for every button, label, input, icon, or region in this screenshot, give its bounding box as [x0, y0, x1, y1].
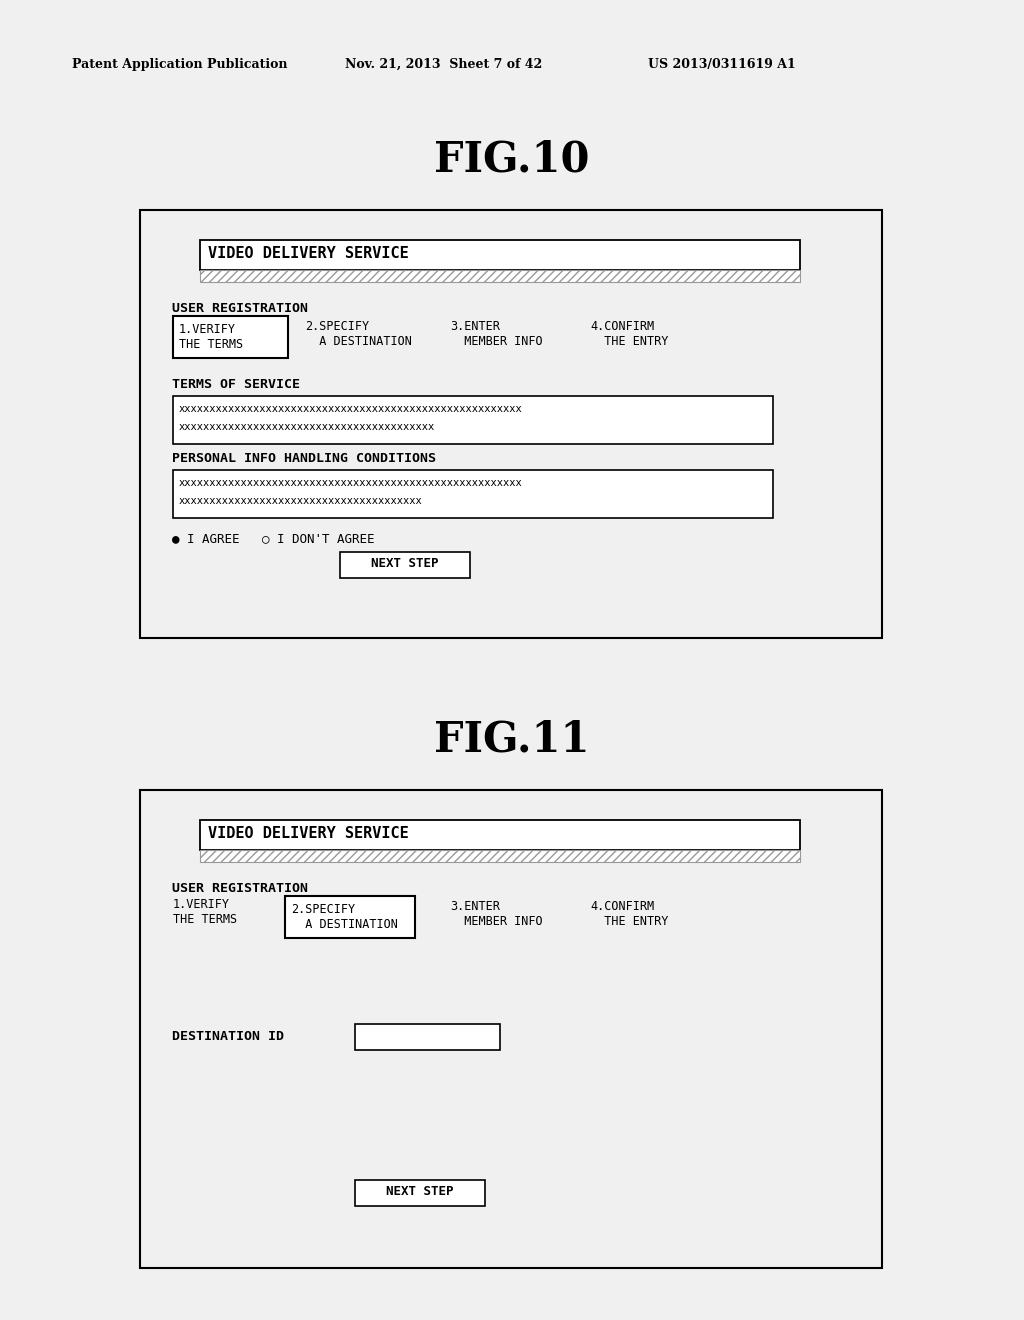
Text: 1.VERIFY: 1.VERIFY [173, 898, 230, 911]
Text: THE ENTRY: THE ENTRY [590, 915, 669, 928]
Text: USER REGISTRATION: USER REGISTRATION [172, 302, 308, 315]
Bar [285, 896, 415, 939]
Text: xxxxxxxxxxxxxxxxxxxxxxxxxxxxxxxxxxxxxxxxxxxxxxxxxxxxxxx: xxxxxxxxxxxxxxxxxxxxxxxxxxxxxxxxxxxxxxxx… [179, 404, 522, 414]
Text: 4.CONFIRM: 4.CONFIRM [590, 900, 654, 913]
Text: TERMS OF SERVICE: TERMS OF SERVICE [172, 378, 300, 391]
Text: Patent Application Publication: Patent Application Publication [72, 58, 288, 71]
Text: 1.VERIFY: 1.VERIFY [179, 323, 236, 337]
Text: Nov. 21, 2013  Sheet 7 of 42: Nov. 21, 2013 Sheet 7 of 42 [345, 58, 543, 71]
Text: ● I AGREE   ○ I DON'T AGREE: ● I AGREE ○ I DON'T AGREE [172, 532, 375, 545]
Text: USER REGISTRATION: USER REGISTRATION [172, 882, 308, 895]
Text: THE TERMS: THE TERMS [179, 338, 243, 351]
Bar [355, 1180, 485, 1206]
Text: VIDEO DELIVERY SERVICE: VIDEO DELIVERY SERVICE [208, 826, 409, 841]
Text: A DESTINATION: A DESTINATION [305, 335, 412, 348]
Bar [200, 271, 800, 282]
Text: A DESTINATION: A DESTINATION [291, 917, 398, 931]
Text: FIG.11: FIG.11 [434, 718, 590, 760]
Text: THE ENTRY: THE ENTRY [590, 335, 669, 348]
Text: NEXT STEP: NEXT STEP [386, 1185, 454, 1199]
Bar [173, 396, 773, 444]
Text: 2.SPECIFY: 2.SPECIFY [305, 319, 369, 333]
Text: 2.SPECIFY: 2.SPECIFY [291, 903, 355, 916]
Bar [140, 210, 882, 638]
Bar [200, 850, 800, 862]
Text: 4.CONFIRM: 4.CONFIRM [590, 319, 654, 333]
Bar [140, 789, 882, 1269]
Text: xxxxxxxxxxxxxxxxxxxxxxxxxxxxxxxxxxxxxxxxxxxxxxxxxxxxxxx: xxxxxxxxxxxxxxxxxxxxxxxxxxxxxxxxxxxxxxxx… [179, 478, 522, 488]
Text: NEXT STEP: NEXT STEP [372, 557, 438, 570]
Text: MEMBER INFO: MEMBER INFO [450, 915, 543, 928]
Bar [173, 470, 773, 517]
Text: 3.ENTER: 3.ENTER [450, 319, 500, 333]
Text: VIDEO DELIVERY SERVICE: VIDEO DELIVERY SERVICE [208, 246, 409, 261]
Text: 3.ENTER: 3.ENTER [450, 900, 500, 913]
Text: MEMBER INFO: MEMBER INFO [450, 335, 543, 348]
Text: FIG.10: FIG.10 [434, 139, 590, 180]
Bar [355, 1024, 500, 1049]
Bar [340, 552, 470, 578]
Text: DESTINATION ID: DESTINATION ID [172, 1030, 284, 1043]
Bar [200, 820, 800, 850]
Text: THE TERMS: THE TERMS [173, 913, 238, 927]
Text: xxxxxxxxxxxxxxxxxxxxxxxxxxxxxxxxxxxxxxx: xxxxxxxxxxxxxxxxxxxxxxxxxxxxxxxxxxxxxxx [179, 496, 423, 506]
Text: US 2013/0311619 A1: US 2013/0311619 A1 [648, 58, 796, 71]
Bar [173, 315, 288, 358]
Text: xxxxxxxxxxxxxxxxxxxxxxxxxxxxxxxxxxxxxxxxx: xxxxxxxxxxxxxxxxxxxxxxxxxxxxxxxxxxxxxxxx… [179, 422, 435, 432]
Text: PERSONAL INFO HANDLING CONDITIONS: PERSONAL INFO HANDLING CONDITIONS [172, 451, 436, 465]
Bar [200, 240, 800, 271]
